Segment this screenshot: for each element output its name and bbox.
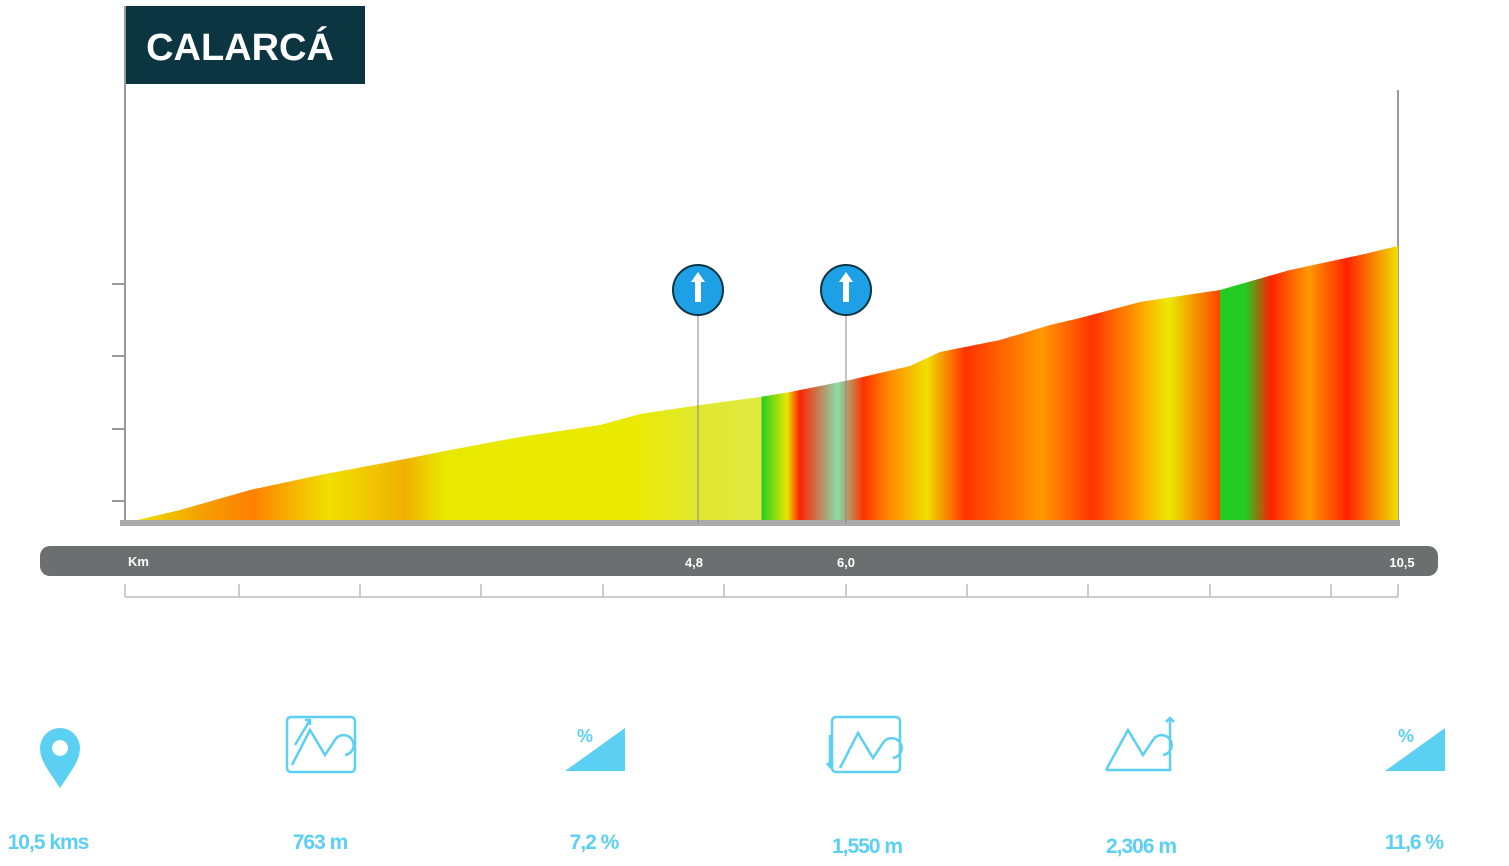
km-ticks <box>124 584 1399 598</box>
svg-text:%: % <box>577 726 593 746</box>
icon-distance <box>40 728 80 788</box>
elevation-profile <box>125 246 1398 523</box>
km-label: 4,8 <box>685 555 703 570</box>
stat-value: 2,306 m <box>1106 835 1176 858</box>
km-unit: Km <box>128 554 149 569</box>
km-bar <box>40 546 1438 576</box>
title-box <box>125 6 365 84</box>
marker <box>672 264 724 523</box>
svg-text:%: % <box>1398 726 1414 746</box>
km-label: 10,5 <box>1389 555 1414 570</box>
stat-value: 11,6 % <box>1385 831 1445 854</box>
icon-start-elevation <box>826 715 903 774</box>
stat-value: 763 m <box>293 831 348 854</box>
title: CALARCÁ <box>146 25 334 69</box>
stat-value: 1,550 m <box>832 835 902 858</box>
icon-gradient: % <box>565 726 625 771</box>
baseline <box>120 520 1400 526</box>
icon-ascent <box>285 715 357 774</box>
marker <box>820 264 872 523</box>
icon-max-gradient: % <box>1385 726 1445 771</box>
stat-value: 7,2 % <box>570 831 620 854</box>
icon-summit <box>1104 716 1175 772</box>
stat-value: 10,5 kms <box>8 831 89 854</box>
km-label: 6,0 <box>837 555 855 570</box>
left-ticks <box>112 283 125 502</box>
